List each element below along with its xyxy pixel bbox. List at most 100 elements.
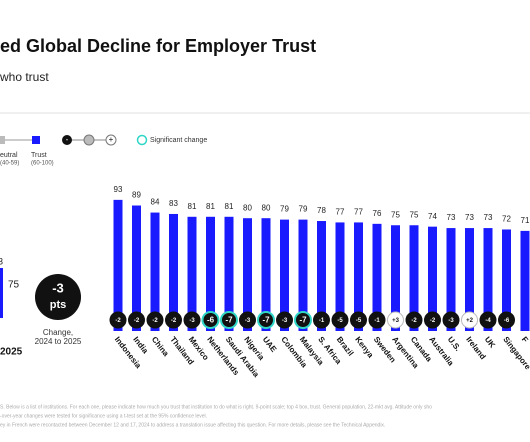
legend-label: (60-100) bbox=[31, 161, 54, 167]
change-label: -5 bbox=[356, 318, 362, 324]
bar bbox=[298, 219, 308, 331]
value-label: 78 bbox=[317, 206, 326, 215]
bar bbox=[150, 212, 160, 331]
change-label: -3 bbox=[282, 318, 288, 324]
summary-change-value: -3 bbox=[52, 280, 64, 295]
summary-value: 75 bbox=[8, 280, 20, 291]
change-label: -2 bbox=[411, 318, 417, 324]
bar bbox=[280, 219, 289, 331]
change-label: -2 bbox=[171, 318, 177, 324]
change-label: +3 bbox=[392, 318, 400, 324]
change-label: -4 bbox=[485, 318, 491, 324]
summary-bar bbox=[0, 268, 3, 318]
change-marker bbox=[165, 311, 182, 329]
change-marker bbox=[387, 311, 404, 329]
footnote: -over-year changes were tested for signi… bbox=[0, 413, 207, 419]
summary-caption: 2024 to 2025 bbox=[35, 337, 82, 346]
change-marker bbox=[128, 311, 145, 329]
change-marker bbox=[424, 311, 441, 329]
change-marker bbox=[239, 311, 256, 329]
bar bbox=[169, 213, 178, 331]
bar bbox=[465, 228, 474, 331]
value-label: 73 bbox=[484, 213, 493, 222]
change-label: -6 bbox=[207, 316, 215, 325]
value-label: 73 bbox=[447, 213, 456, 222]
legend-label: + bbox=[109, 135, 114, 144]
change-label: -5 bbox=[337, 318, 343, 324]
change-label: -2 bbox=[152, 318, 158, 324]
change-marker bbox=[201, 311, 220, 329]
change-label: -2 bbox=[115, 318, 121, 324]
value-label: 77 bbox=[336, 208, 345, 217]
change-label: -1 bbox=[374, 318, 380, 324]
value-label: 76 bbox=[373, 209, 382, 218]
subtitle: who trust bbox=[0, 70, 49, 84]
change-label: -3 bbox=[448, 318, 454, 324]
legend-icon bbox=[83, 134, 95, 146]
bar bbox=[243, 218, 252, 331]
change-label: -3 bbox=[189, 318, 195, 324]
change-marker bbox=[146, 311, 164, 329]
change-label: -7 bbox=[225, 316, 233, 325]
legend-label: - bbox=[66, 135, 69, 144]
legend-icon bbox=[136, 134, 148, 146]
footnote: ey in French were recontacted between De… bbox=[0, 422, 385, 428]
change-marker bbox=[368, 311, 386, 329]
legend-label: Trust bbox=[31, 152, 47, 159]
bar bbox=[520, 230, 530, 331]
change-marker bbox=[313, 311, 330, 329]
category-label: F bbox=[520, 335, 530, 344]
change-marker bbox=[109, 311, 127, 329]
value-label: 81 bbox=[225, 202, 234, 211]
category-label: China bbox=[150, 335, 171, 358]
value-label: 81 bbox=[188, 202, 197, 211]
value-label: 80 bbox=[262, 203, 271, 212]
bar bbox=[113, 199, 123, 331]
value-label: 73 bbox=[465, 213, 474, 222]
change-marker bbox=[276, 311, 293, 329]
value-label: 83 bbox=[169, 199, 178, 208]
value-label: 79 bbox=[280, 205, 289, 214]
bar bbox=[483, 228, 493, 331]
bar bbox=[446, 228, 456, 331]
legend-icon bbox=[105, 134, 117, 146]
summary-change-unit: pts bbox=[50, 299, 67, 311]
legend-label: (40-59) bbox=[0, 161, 19, 167]
footnote: S. Below is a list of institutions. For … bbox=[0, 404, 432, 410]
chart-title: ed Global Decline for Employer Trust bbox=[0, 36, 316, 56]
value-label: 93 bbox=[114, 185, 123, 194]
bar bbox=[502, 229, 511, 331]
change-marker bbox=[183, 311, 201, 329]
summary-year: 2025 bbox=[0, 347, 23, 358]
category-label: U.S. bbox=[446, 335, 463, 353]
legend-trust-swatch bbox=[32, 136, 40, 144]
change-label: -2 bbox=[430, 318, 436, 324]
value-label: 75 bbox=[410, 210, 419, 219]
change-marker bbox=[257, 311, 275, 329]
summary-caption: Change, bbox=[43, 328, 73, 337]
bar bbox=[132, 205, 141, 331]
value-label: 89 bbox=[132, 191, 141, 200]
bar bbox=[224, 216, 234, 331]
summary-value: 3 bbox=[0, 256, 3, 266]
value-label: 84 bbox=[151, 198, 160, 207]
value-label: 80 bbox=[243, 203, 252, 212]
change-label: -7 bbox=[262, 316, 270, 325]
value-label: 77 bbox=[354, 208, 363, 217]
change-marker bbox=[294, 311, 312, 329]
bar bbox=[206, 216, 215, 331]
change-label: -7 bbox=[299, 316, 307, 325]
value-label: 81 bbox=[206, 202, 215, 211]
bar bbox=[391, 225, 400, 331]
change-label: -6 bbox=[504, 318, 510, 324]
value-label: 71 bbox=[521, 216, 530, 225]
change-label: -1 bbox=[319, 318, 325, 324]
change-marker bbox=[442, 311, 460, 329]
change-marker bbox=[461, 311, 478, 329]
change-marker bbox=[405, 311, 423, 329]
bar bbox=[317, 221, 326, 331]
change-label: -2 bbox=[134, 318, 140, 324]
value-label: 74 bbox=[428, 212, 437, 221]
change-marker bbox=[350, 311, 367, 329]
